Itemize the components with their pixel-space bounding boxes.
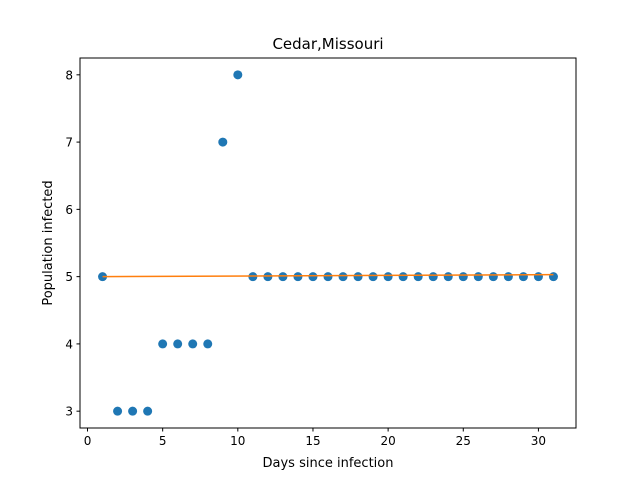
- scatter-point: [293, 272, 303, 282]
- y-tick-label: 3: [65, 405, 73, 419]
- plot-area: [98, 70, 558, 416]
- scatter-point: [308, 272, 318, 282]
- scatter-point: [383, 272, 393, 282]
- scatter-point: [113, 406, 123, 416]
- y-axis-ticks: 3 4 5 6 7 8: [65, 68, 80, 419]
- scatter-point: [533, 272, 543, 282]
- scatter-point: [413, 272, 423, 282]
- trend-line: [102, 273, 554, 278]
- scatter-point: [518, 272, 528, 282]
- scatter-point: [203, 339, 213, 349]
- x-tick-label: 0: [84, 434, 92, 448]
- scatter-point: [143, 406, 153, 416]
- y-tick-label: 7: [65, 136, 73, 150]
- scatter-point: [338, 272, 348, 282]
- scatter-point: [233, 70, 243, 80]
- y-axis-label: Population infected: [41, 180, 56, 305]
- scatter-point: [473, 272, 483, 282]
- scatter-point: [443, 272, 453, 282]
- scatter-point: [173, 339, 183, 349]
- y-tick-label: 4: [65, 337, 73, 351]
- y-tick-label: 6: [65, 203, 73, 217]
- scatter-point: [428, 272, 438, 282]
- scatter-point: [398, 272, 408, 282]
- scatter-point: [548, 272, 558, 282]
- x-tick-label: 30: [531, 434, 546, 448]
- x-axis-label: Days since infection: [263, 456, 394, 471]
- scatter-point: [128, 406, 138, 416]
- y-tick-label: 8: [65, 68, 73, 82]
- y-tick-label: 5: [65, 270, 73, 284]
- x-tick-label: 15: [305, 434, 320, 448]
- scatter-point: [368, 272, 378, 282]
- scatter-point: [278, 272, 288, 282]
- scatter-point: [218, 137, 228, 147]
- scatter-point: [353, 272, 363, 282]
- x-axis-ticks: 0 5 10 15 20 25 30: [84, 428, 546, 448]
- scatter-point: [158, 339, 168, 349]
- x-tick-label: 10: [230, 434, 245, 448]
- scatter-point: [188, 339, 198, 349]
- chart-title: Cedar,Missouri: [272, 35, 383, 53]
- x-tick-label: 25: [456, 434, 471, 448]
- scatter-point: [458, 272, 468, 282]
- axes-frame: [79, 57, 577, 429]
- scatter-point: [323, 272, 333, 282]
- x-tick-label: 20: [380, 434, 395, 448]
- scatter-point: [503, 272, 513, 282]
- x-tick-label: 5: [159, 434, 167, 448]
- scatter-point: [488, 272, 498, 282]
